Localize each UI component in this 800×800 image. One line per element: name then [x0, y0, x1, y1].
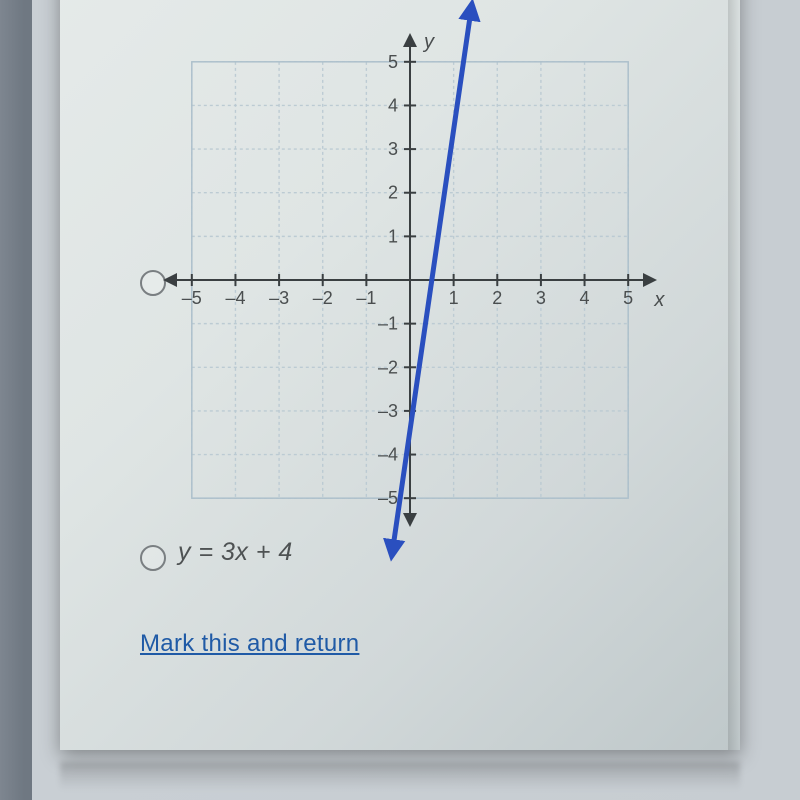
svg-text:2: 2	[492, 288, 502, 308]
svg-text:3: 3	[536, 288, 546, 308]
graph-svg: –5–4–3–2–112345–5–4–3–2–112345xy	[170, 40, 650, 520]
svg-text:y: y	[422, 31, 435, 53]
worksheet-paper: –5–4–3–2–112345–5–4–3–2–112345xy y = 3x …	[60, 0, 740, 750]
paper-right-shadow	[728, 0, 740, 750]
svg-text:–1: –1	[378, 314, 398, 334]
answer-label-equation: y = 3x + 4	[178, 538, 293, 567]
svg-text:–5: –5	[182, 288, 202, 308]
svg-text:x: x	[653, 289, 665, 311]
svg-text:5: 5	[388, 52, 398, 72]
answer-radio-equation[interactable]	[140, 545, 166, 571]
axes	[170, 40, 650, 520]
svg-text:–4: –4	[378, 445, 398, 465]
svg-text:–3: –3	[269, 288, 289, 308]
svg-text:5: 5	[623, 288, 633, 308]
svg-text:4: 4	[580, 288, 590, 308]
coordinate-graph: –5–4–3–2–112345–5–4–3–2–112345xy	[170, 40, 650, 520]
svg-text:2: 2	[388, 183, 398, 203]
paper-drop-shadow	[60, 762, 740, 790]
svg-text:–2: –2	[313, 288, 333, 308]
svg-text:–4: –4	[225, 288, 245, 308]
answer-radio-graph[interactable]	[140, 270, 166, 296]
svg-text:3: 3	[388, 139, 398, 159]
svg-text:–2: –2	[378, 357, 398, 377]
mark-and-return-link[interactable]: Mark this and return	[140, 630, 359, 658]
svg-text:4: 4	[388, 95, 398, 115]
svg-text:–3: –3	[378, 401, 398, 421]
svg-text:–1: –1	[356, 288, 376, 308]
tick-labels: –5–4–3–2–112345–5–4–3–2–112345xy	[182, 31, 666, 508]
svg-text:1: 1	[449, 288, 459, 308]
svg-text:1: 1	[388, 226, 398, 246]
svg-text:–5: –5	[378, 488, 398, 508]
